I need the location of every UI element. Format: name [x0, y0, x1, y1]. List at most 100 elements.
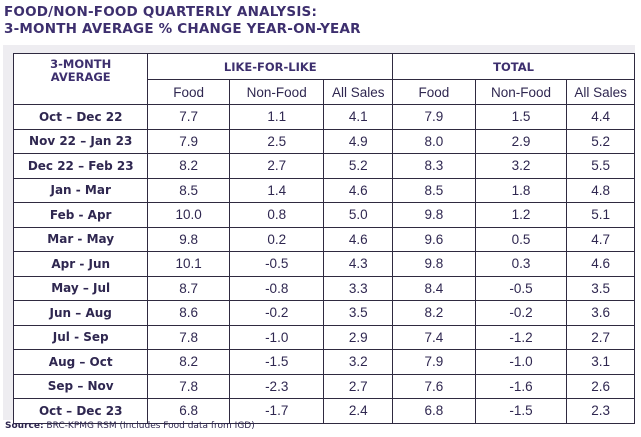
- table-row: Jun – Aug 8.6 -0.2 3.5 8.2 -0.2 3.6: [12, 300, 635, 326]
- table-cell: 8.2: [147, 349, 230, 375]
- source-text: BRC-KPMG RSM (Includes Food data from IG…: [43, 421, 255, 431]
- table-cell: -1.0: [474, 349, 568, 375]
- table-cell: 1.1: [228, 104, 325, 130]
- table-cell: 4.8: [566, 177, 635, 203]
- table-cell: 1.8: [474, 177, 568, 203]
- table-cell: 5.1: [566, 202, 635, 228]
- table-cell: 3.5: [566, 275, 635, 301]
- table-cell: -0.2: [228, 300, 325, 326]
- table-cell: 7.4: [392, 324, 476, 350]
- column-header: All Sales: [323, 79, 394, 105]
- table-cell: -0.8: [228, 275, 325, 301]
- table-cell: 2.5: [228, 128, 325, 154]
- row-label: Apr - Jun: [12, 251, 149, 277]
- table-cell: 3.2: [474, 153, 568, 179]
- table-cell: 4.7: [566, 226, 635, 252]
- table-cell: 0.2: [228, 226, 325, 252]
- table-cell: 4.3: [323, 251, 394, 277]
- table-row: Feb - Apr 10.0 0.8 5.0 9.8 1.2 5.1: [12, 202, 635, 228]
- source-label: Source:: [5, 421, 44, 431]
- table-cell: 8.0: [392, 128, 476, 154]
- table-cell: 4.6: [323, 177, 394, 203]
- table-cell: -1.5: [474, 398, 568, 424]
- table-cell: 0.3: [474, 251, 568, 277]
- table-row: Oct – Dec 22 7.7 1.1 4.1 7.9 1.5 4.4: [12, 104, 635, 130]
- table-cell: 2.3: [566, 398, 635, 424]
- table-cell: 2.9: [474, 128, 568, 154]
- table-cell: 2.9: [323, 324, 394, 350]
- column-header: Food: [392, 79, 476, 105]
- table-cell: 8.3: [392, 153, 476, 179]
- table-cell: 7.9: [147, 128, 230, 154]
- table-cell: 6.8: [392, 398, 476, 424]
- table-cell: 10.1: [147, 251, 230, 277]
- table-cell: 7.9: [392, 104, 476, 130]
- table-row: May – Jul 8.7 -0.8 3.3 8.4 -0.5 3.5: [12, 275, 635, 301]
- table-cell: 7.7: [147, 104, 230, 130]
- title-line-1: FOOD/NON-FOOD QUARTERLY ANALYSIS:: [4, 4, 318, 20]
- table-cell: 9.8: [147, 226, 230, 252]
- table-cell: 3.5: [323, 300, 394, 326]
- table-row: Jan - Mar 8.5 1.4 4.6 8.5 1.8 4.8: [12, 177, 635, 203]
- table-cell: 3.1: [566, 349, 635, 375]
- table-cell: 5.0: [323, 202, 394, 228]
- row-label: Oct – Dec 22: [12, 104, 149, 130]
- table-cell: 8.5: [392, 177, 476, 203]
- table-cell: 8.7: [147, 275, 230, 301]
- table-cell: 5.2: [323, 153, 394, 179]
- table-cell: 7.8: [147, 373, 230, 399]
- table-cell: 2.7: [228, 153, 325, 179]
- table-cell: 9.8: [392, 251, 476, 277]
- title-line-2: 3-MONTH AVERAGE % CHANGE YEAR-ON-YEAR: [4, 21, 361, 37]
- corner-header: 3-MONTH AVERAGE: [12, 53, 149, 105]
- table-row: Dec 22 – Feb 23 8.2 2.7 5.2 8.3 3.2 5.5: [12, 153, 635, 179]
- table-row: Apr - Jun 10.1 -0.5 4.3 9.8 0.3 4.6: [12, 251, 635, 277]
- table-cell: 2.7: [566, 324, 635, 350]
- table-cell: 4.9: [323, 128, 394, 154]
- table-cell: -0.2: [474, 300, 568, 326]
- table-cell: 0.8: [228, 202, 325, 228]
- table-cell: -2.3: [228, 373, 325, 399]
- table-cell: 1.2: [474, 202, 568, 228]
- table-cell: 4.1: [323, 104, 394, 130]
- table-cell: 8.4: [392, 275, 476, 301]
- table-cell: -1.7: [228, 398, 325, 424]
- table-cell: 1.4: [228, 177, 325, 203]
- table-row: Oct – Dec 23 6.8 -1.7 2.4 6.8 -1.5 2.3: [12, 398, 635, 424]
- table-cell: -1.0: [228, 324, 325, 350]
- table-row: Sep – Nov 7.8 -2.3 2.7 7.6 -1.6 2.6: [12, 373, 635, 399]
- row-label: Oct – Dec 23: [12, 398, 149, 424]
- table-cell: 3.6: [566, 300, 635, 326]
- table-cell: 8.6: [147, 300, 230, 326]
- table-row: Jul - Sep 7.8 -1.0 2.9 7.4 -1.2 2.7: [12, 324, 635, 350]
- chart-title: FOOD/NON-FOOD QUARTERLY ANALYSIS: 3-MONT…: [4, 4, 361, 38]
- table-row: Mar - May 9.8 0.2 4.6 9.6 0.5 4.7: [12, 226, 635, 252]
- row-label: Sep – Nov: [12, 373, 149, 399]
- table-cell: 0.5: [474, 226, 568, 252]
- table-cell: 10.0: [147, 202, 230, 228]
- table-cell: -1.5: [228, 349, 325, 375]
- table-cell: 7.9: [392, 349, 476, 375]
- column-header: Food: [147, 79, 230, 105]
- table-cell: 2.7: [323, 373, 394, 399]
- table-cell: -1.6: [474, 373, 568, 399]
- column-header: All Sales: [566, 79, 635, 105]
- table-cell: -0.5: [228, 251, 325, 277]
- table-cell: 4.6: [566, 251, 635, 277]
- table-cell: 7.6: [392, 373, 476, 399]
- table-cell: 8.5: [147, 177, 230, 203]
- table-cell: -1.2: [474, 324, 568, 350]
- table-panel: 3-MONTH AVERAGE LIKE-FOR-LIKE TOTAL Food …: [3, 45, 635, 424]
- table-cell: 3.2: [323, 349, 394, 375]
- table-cell: 8.2: [392, 300, 476, 326]
- row-label: Aug – Oct: [12, 349, 149, 375]
- column-header: Non-Food: [474, 79, 568, 105]
- row-label: Mar - May: [12, 226, 149, 252]
- row-label: Jul - Sep: [12, 324, 149, 350]
- table-cell: 6.8: [147, 398, 230, 424]
- data-table: 3-MONTH AVERAGE LIKE-FOR-LIKE TOTAL Food …: [12, 53, 635, 424]
- table-cell: 5.2: [566, 128, 635, 154]
- row-label: Jun – Aug: [12, 300, 149, 326]
- table-cell: 1.5: [474, 104, 568, 130]
- table-cell: -0.5: [474, 275, 568, 301]
